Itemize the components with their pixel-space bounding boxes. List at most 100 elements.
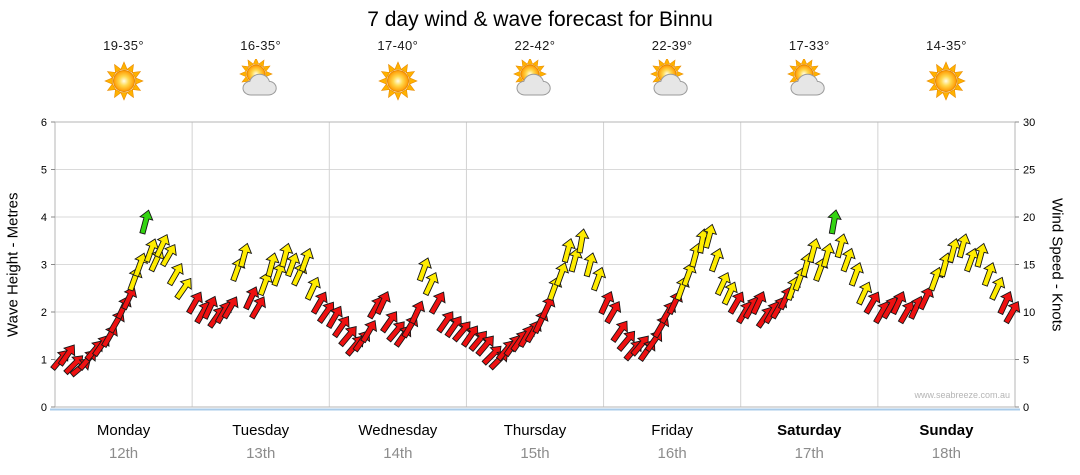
- weather-icon-wrap: [604, 57, 741, 103]
- wind-arrow: [708, 247, 725, 273]
- wind-arrow: [100, 324, 118, 349]
- weather-icon-wrap: [466, 57, 603, 103]
- day-name-label: Sunday: [919, 422, 974, 439]
- sun-glyph: [926, 61, 967, 101]
- watermark: www.seabreeze.com.au: [914, 390, 1010, 400]
- wind-arrow: [325, 305, 343, 330]
- wind-arrow: [174, 277, 192, 301]
- wind-arrow: [702, 223, 718, 249]
- temp-range-label: 14-35°: [925, 38, 967, 53]
- wind-arrow: [956, 233, 971, 259]
- wind-arrow: [285, 252, 301, 278]
- wind-arrow: [379, 311, 398, 334]
- day-column-sunday: 14-35°: [878, 38, 1015, 103]
- wind-arrow: [727, 291, 745, 315]
- temp-range-label: 22-39°: [651, 38, 693, 53]
- wind-arrow: [539, 295, 556, 320]
- day-name-label: Monday: [96, 422, 151, 439]
- wind-arrow: [820, 242, 836, 268]
- wind-arrow: [981, 262, 997, 287]
- wind-arrow: [416, 257, 432, 282]
- wind-speed-axis-label: Wind Speed - Knots: [1048, 197, 1066, 332]
- wind-arrow: [917, 286, 934, 311]
- sun-icon: [926, 61, 967, 101]
- wind-arrow: [610, 320, 628, 343]
- day-date-label: 15th: [520, 445, 550, 462]
- wind-arrow: [279, 242, 294, 268]
- wind-arrow: [271, 262, 287, 287]
- cloud-glyph: [242, 73, 277, 96]
- day-name-label: Wednesday: [358, 422, 438, 439]
- wind-arrow: [583, 252, 598, 278]
- temp-range-label: 22-42°: [514, 38, 556, 53]
- wind-arrow: [201, 295, 218, 320]
- day-date-label: 16th: [657, 445, 687, 462]
- left-tick-label: 4: [41, 212, 47, 224]
- wind-arrow: [166, 262, 184, 287]
- wind-arrow: [840, 247, 856, 273]
- wind-arrow: [863, 291, 881, 315]
- weather-icon-wrap: [329, 59, 466, 103]
- wind-arrow: [460, 325, 479, 348]
- wind-arrow: [310, 291, 328, 315]
- wind-arrow: [338, 325, 357, 348]
- wind-arrow: [807, 237, 822, 264]
- wind-arrow: [153, 233, 170, 259]
- wind-arrow: [57, 344, 76, 367]
- wind-arrow: [1003, 300, 1021, 325]
- right-tick-label: 15: [1023, 260, 1035, 272]
- wind-arrow: [249, 296, 266, 320]
- temp-range-label: 17-40°: [377, 38, 419, 53]
- wind-arrow: [409, 300, 426, 325]
- day-column-saturday: 17-33°: [741, 38, 878, 103]
- wind-arrow: [159, 243, 177, 268]
- wind-arrow: [574, 228, 590, 254]
- sun-glyph: [103, 61, 144, 101]
- day-column-friday: 22-39°: [604, 38, 741, 103]
- wind-arrow: [989, 276, 1006, 301]
- wind-arrow: [360, 319, 377, 344]
- cloud-glyph: [653, 73, 688, 96]
- day-date-label: 18th: [931, 445, 961, 462]
- left-tick-label: 3: [41, 260, 47, 272]
- day-axis-labels: Monday 12th Tuesday 13th Wednesday 14th Thursd…: [55, 422, 1015, 472]
- days-header: 19-35° 16-35° 17-40° 22-42° 22-39° 17-33° 14-3…: [55, 38, 1015, 116]
- day-date-label: 13th: [246, 445, 276, 462]
- x-label-column: Thursday 15th: [466, 422, 603, 462]
- wind-arrow: [316, 301, 335, 324]
- x-label-column: Tuesday 13th: [192, 422, 329, 462]
- cloud-glyph: [516, 73, 551, 96]
- sun-glyph: [378, 61, 418, 101]
- wind-arrow: [681, 262, 697, 287]
- wind-arrow: [616, 330, 636, 352]
- left-tick-label: 1: [41, 355, 47, 367]
- wind-arrow: [374, 290, 391, 316]
- day-date-label: 17th: [794, 445, 824, 462]
- left-tick-label: 0: [41, 402, 47, 414]
- wind-arrow: [237, 242, 253, 268]
- wind-arrow: [121, 286, 138, 311]
- wind-arrow: [856, 281, 873, 306]
- wind-arrow: [221, 296, 239, 320]
- wind-arrow: [475, 335, 494, 357]
- day-column-wednesday: 17-40°: [329, 38, 466, 103]
- wind-arrow: [834, 233, 849, 259]
- wind-arrow: [974, 242, 989, 268]
- wind-arrow: [444, 315, 462, 339]
- wind-arrow: [604, 300, 622, 325]
- wind-arrow: [827, 209, 842, 235]
- day-name-label: Saturday: [777, 422, 842, 439]
- sun-icon: [378, 61, 418, 101]
- day-column-tuesday: 16-35°: [192, 38, 329, 103]
- right-tick-label: 0: [1023, 402, 1029, 414]
- x-label-column: Saturday 17th: [741, 422, 878, 462]
- wind-arrow: [304, 276, 321, 301]
- day-name-label: Tuesday: [232, 422, 290, 439]
- temp-range-label: 17-33°: [788, 38, 830, 53]
- wind-arrow: [436, 311, 454, 334]
- wind-arrow: [422, 271, 439, 297]
- day-column-monday: 19-35°: [55, 38, 192, 103]
- day-name-label: Thursday: [503, 422, 567, 439]
